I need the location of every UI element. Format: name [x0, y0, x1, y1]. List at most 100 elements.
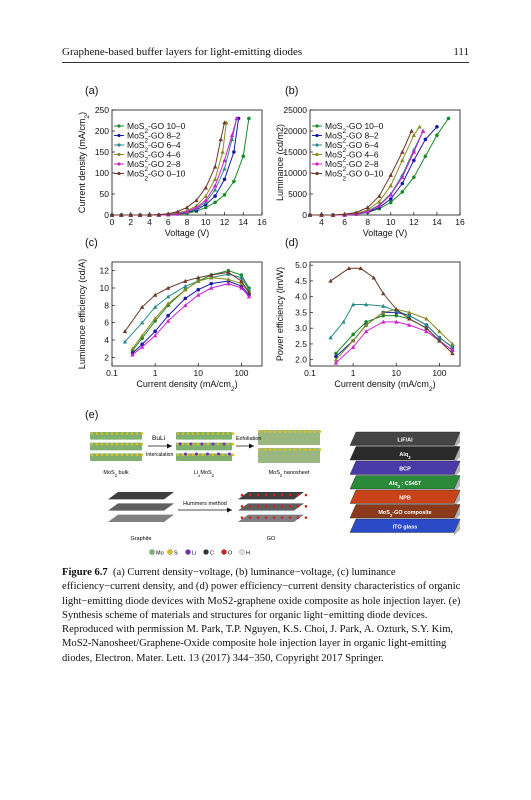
arrow-head	[227, 507, 232, 513]
x-tick-label: 6	[166, 217, 171, 227]
data-point	[165, 301, 171, 306]
x-tick-label: 12	[220, 217, 230, 227]
label-butli: BuLi	[152, 435, 165, 442]
device-layer-side	[454, 519, 460, 536]
data-point	[212, 164, 218, 169]
plot-frame	[309, 109, 461, 216]
y-tick-label: 6	[104, 318, 109, 328]
legend-marker	[117, 143, 121, 147]
atom-legend-label: S	[174, 551, 178, 557]
legend-label: MoS2-GO 4–6	[325, 150, 379, 164]
device-layer-label: ITO glass	[393, 524, 418, 530]
x-tick-label: 10	[392, 368, 402, 378]
data-point	[381, 310, 386, 315]
label-li-mos2: LixMoS2	[194, 470, 215, 478]
data-point	[394, 307, 399, 312]
lattice-atom	[313, 430, 317, 433]
x-tick-label: 10	[194, 368, 204, 378]
data-point	[234, 116, 239, 121]
x-tick-label: 100	[234, 368, 248, 378]
data-point	[109, 212, 115, 217]
lattice-atom	[283, 448, 287, 451]
x-tick-label: 1	[351, 368, 356, 378]
lattice-atom	[115, 432, 119, 435]
mos2-bulk-structure	[90, 432, 144, 461]
data-point	[175, 209, 180, 214]
data-point	[333, 360, 339, 365]
data-point	[226, 270, 231, 275]
atom-legend-dot	[149, 549, 155, 555]
series-line	[112, 122, 225, 216]
lattice-atom	[298, 430, 302, 433]
y-tick-label: 100	[95, 168, 109, 178]
lattice-atom	[191, 432, 195, 435]
data-point	[377, 193, 382, 198]
oxygen-atom	[256, 505, 260, 508]
oxygen-atom	[280, 493, 284, 497]
data-point	[437, 338, 442, 343]
legend-label: MoS2-GO 8–2	[325, 131, 379, 145]
oxygen-atom	[248, 505, 252, 508]
legend-label: MoS2-GO 0–10	[325, 169, 384, 183]
atom-legend-dot	[167, 549, 173, 555]
data-point	[194, 205, 199, 210]
lattice-atom	[90, 432, 94, 435]
data-point	[184, 205, 190, 210]
data-point	[212, 177, 218, 182]
legend-label: MoS2-GO 6–4	[127, 140, 181, 154]
oxygen-atom	[272, 516, 276, 519]
series-line	[310, 130, 412, 216]
lattice-atom	[221, 432, 225, 435]
y-tick-label: 12	[100, 266, 110, 276]
data-point	[412, 175, 416, 179]
data-point	[365, 205, 370, 210]
lattice-atom	[268, 448, 272, 451]
arrow-head	[249, 443, 254, 449]
y-tick-label: 0	[302, 210, 307, 220]
data-point	[334, 351, 338, 356]
data-point	[394, 313, 399, 318]
data-point	[239, 273, 244, 277]
y-tick-label: 8	[104, 300, 109, 310]
series-line	[124, 271, 250, 332]
lattice-atom	[216, 442, 220, 446]
label-nanosheet: MoS2 nanosheet	[269, 470, 310, 478]
lattice-atom	[216, 432, 220, 435]
series-line	[330, 267, 453, 354]
graphite-structure	[108, 492, 174, 522]
graphene-sheet	[238, 503, 304, 511]
data-point	[122, 329, 128, 334]
data-point	[246, 294, 252, 299]
legend-marker	[315, 171, 319, 176]
x-axis-title: Voltage (V)	[363, 228, 408, 238]
device-layer-side	[454, 446, 460, 463]
data-point	[232, 150, 236, 154]
lattice-atom	[191, 453, 195, 457]
data-point	[175, 211, 180, 216]
lattice-atom	[226, 442, 230, 446]
legend-marker	[315, 152, 319, 157]
data-point	[222, 158, 227, 163]
data-point	[183, 287, 188, 292]
caption-figure-number: Figure 6.7	[62, 567, 108, 578]
data-point	[139, 320, 145, 325]
data-point	[346, 266, 352, 271]
lattice-atom	[313, 448, 317, 451]
data-point	[446, 116, 451, 121]
lattice-atom	[181, 432, 185, 435]
oxygen-atom	[248, 493, 252, 497]
device-layer	[349, 475, 461, 490]
x-tick-label: 1	[153, 368, 158, 378]
data-point	[165, 285, 171, 290]
lattice-atom	[308, 430, 312, 433]
legend-marker	[315, 133, 319, 138]
data-point	[381, 313, 386, 318]
data-point	[423, 137, 428, 142]
atom-legend-label: C	[210, 551, 214, 557]
lattice-layer	[258, 448, 320, 463]
lattice-atom	[130, 442, 134, 446]
li-atom	[222, 442, 226, 446]
x-tick-label: 14	[432, 217, 442, 227]
